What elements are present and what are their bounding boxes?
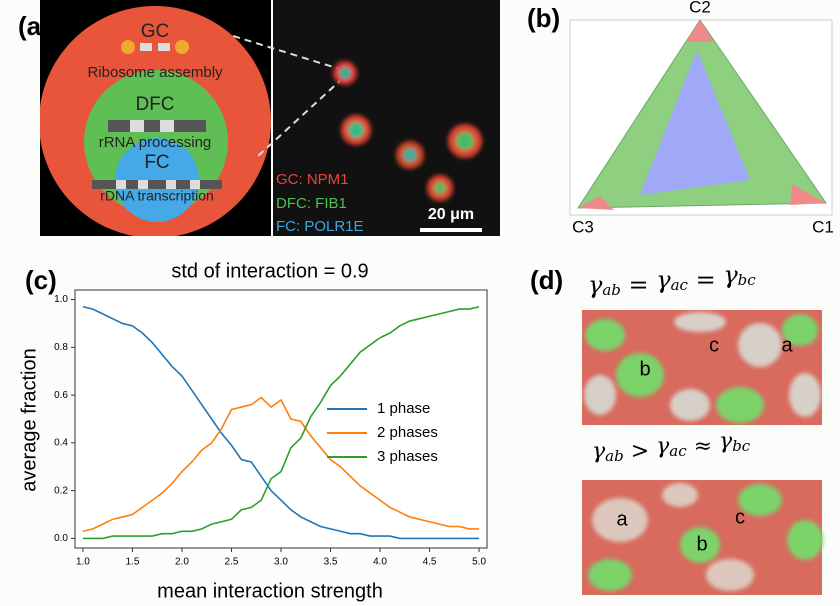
phase-label: b: [696, 533, 707, 555]
symbol: γ: [588, 271, 603, 299]
x-tick-label: 1.5: [125, 557, 139, 568]
y-tick-label: 0.2: [54, 485, 68, 496]
subscript: ac: [669, 442, 687, 460]
panel-label: (d): [530, 265, 563, 295]
line-chart: 0.0 0.2 0.4 0.6 0.8 1.0 1.0 1.5 2.0 2.5 3.0 3.5 4.0 4…: [54, 290, 487, 568]
symbol: >: [624, 439, 656, 464]
symbol: γ: [723, 261, 738, 289]
panel-label: (b): [527, 3, 560, 33]
label: rDNA transcription: [100, 188, 214, 204]
legend-text: GC: NPM1: [276, 171, 349, 188]
y-tick-label: 0.6: [54, 390, 68, 401]
symbol: γ: [719, 429, 733, 454]
x-tick-label: 5.0: [472, 557, 486, 568]
symbol: ≈: [687, 434, 719, 459]
x-tick-label: 1.0: [76, 557, 90, 568]
x-tick-label: 2.5: [225, 557, 239, 568]
symbol: =: [621, 271, 656, 299]
phase-label: c: [735, 506, 745, 528]
label: GC: [141, 21, 170, 42]
label: DFC: [135, 94, 174, 115]
y-tick-label: 0.4: [54, 438, 68, 449]
symbol: γ: [656, 434, 670, 459]
legend-label: 3 phases: [377, 448, 438, 465]
subscript: ab: [605, 447, 624, 465]
x-tick-label: 4.0: [373, 557, 387, 568]
chart-title: std of interaction = 0.9: [171, 260, 368, 282]
phase-label: a: [781, 334, 793, 356]
symbol: =: [688, 266, 723, 294]
x-tick-label: 4.5: [423, 557, 437, 568]
label: Ribosome assembly: [87, 64, 223, 81]
scale-bar-label: 20 μm: [428, 206, 474, 223]
x-tick-label: 2.0: [175, 557, 189, 568]
subscript: bc: [738, 271, 757, 289]
y-tick-label: 1.0: [54, 294, 68, 305]
x-tick-label: 3.5: [324, 557, 338, 568]
y-axis-label: average fraction: [18, 348, 40, 491]
corner-label: C2: [689, 0, 711, 16]
x-tick-label: 3.0: [274, 557, 288, 568]
label: FC: [144, 152, 169, 173]
symbol: γ: [656, 266, 671, 294]
figure: (a) GC Ribosome assembly DFC rRNA proces…: [0, 0, 840, 606]
y-tick-label: 0.8: [54, 342, 68, 353]
simulation-image: [582, 310, 822, 425]
subscript: bc: [732, 437, 751, 455]
y-tick-label: 0.0: [54, 533, 68, 544]
phase-label: a: [616, 508, 628, 530]
x-axis-label: mean interaction strength: [157, 580, 383, 602]
legend-text: FC: POLR1E: [276, 218, 364, 235]
corner-label: C3: [572, 217, 594, 236]
symbol: γ: [592, 439, 606, 464]
legend-label: 1 phase: [377, 400, 430, 417]
subscript: ac: [671, 276, 689, 294]
phase-label: b: [639, 358, 650, 380]
phase-label: c: [709, 334, 719, 356]
panel-label: (c): [25, 265, 57, 295]
ternary-diagram: [570, 20, 832, 215]
corner-label: C1: [812, 217, 834, 236]
label: rRNA processing: [99, 134, 212, 151]
subscript: ab: [602, 281, 621, 299]
legend-text: DFC: FIB1: [276, 195, 347, 212]
legend-label: 2 phases: [377, 424, 438, 441]
